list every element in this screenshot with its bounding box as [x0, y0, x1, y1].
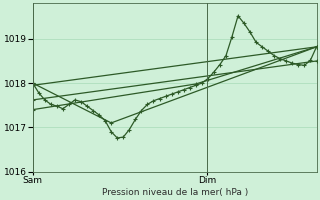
X-axis label: Pression niveau de la mer( hPa ): Pression niveau de la mer( hPa ): [101, 188, 248, 197]
